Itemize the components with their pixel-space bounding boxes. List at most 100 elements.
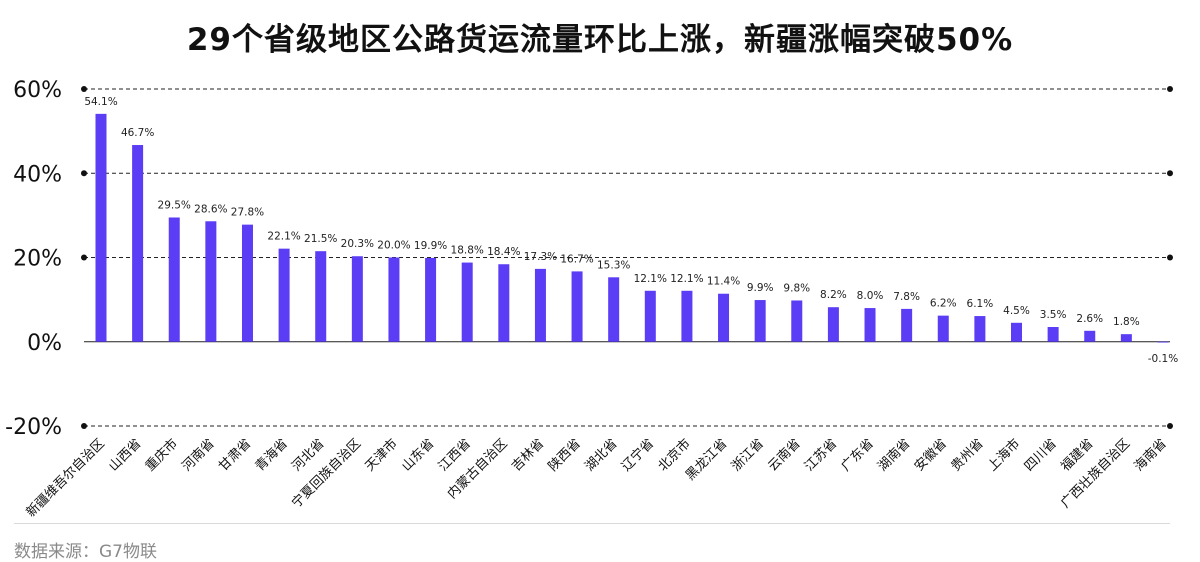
bar: [937, 315, 949, 342]
data-label: 9.9%: [747, 282, 774, 294]
bar: [461, 262, 473, 342]
data-label: 19.9%: [414, 240, 447, 252]
x-tick-label: 上海市: [984, 436, 1023, 475]
x-tick-label: 云南省: [765, 436, 804, 475]
x-tick-label: 江苏省: [801, 436, 840, 475]
chart-title: 29个省级地区公路货运流量环比上涨，新疆涨幅突破50%: [186, 22, 1014, 58]
data-label: 6.1%: [967, 298, 994, 310]
bar: [425, 257, 437, 342]
gridline-end-dot: [1167, 86, 1173, 92]
bar: [974, 316, 986, 342]
x-tick-label: 山西省: [106, 436, 144, 474]
data-label: 12.1%: [634, 273, 667, 285]
data-labels: 54.1% 46.7% 29.5% 28.6% 27.8%22.1% 21.5% 20.3%…: [84, 96, 1178, 365]
x-tick-label: 青海省: [253, 436, 291, 474]
y-tick-label: 0%: [27, 331, 62, 356]
data-label: 27.8%: [231, 207, 264, 219]
bar: [864, 308, 876, 342]
x-tick-label: 天津市: [362, 436, 401, 475]
data-label: 20.0%: [377, 240, 410, 252]
x-tick-label: 辽宁省: [618, 436, 657, 475]
bar: [132, 145, 144, 342]
data-label: 1.8%: [1113, 316, 1140, 328]
data-label: 20.3%: [341, 238, 374, 250]
data-label: 18.4%: [487, 246, 520, 258]
data-label: 28.6%: [194, 203, 227, 215]
gridline-end-dot: [1167, 423, 1173, 429]
data-label: 7.8%: [893, 291, 920, 303]
bar: [681, 290, 693, 342]
x-tick-label: 海南省: [1131, 436, 1170, 475]
bar: [1011, 322, 1022, 342]
bar: [278, 248, 290, 342]
bar: [95, 113, 107, 342]
bar: [754, 300, 766, 342]
bar: [168, 217, 180, 342]
y-tick-label: 40%: [13, 162, 62, 187]
y-tick-label: -20%: [5, 415, 62, 440]
y-axis-tick-labels: 60% 40% 20% 0% -20%: [5, 78, 62, 440]
bar: [498, 264, 510, 342]
x-tick-label: 吉林省: [509, 436, 547, 474]
x-tick-label: 湖北省: [582, 436, 620, 474]
x-tick-label: 湖南省: [875, 436, 914, 475]
data-label: 4.5%: [1003, 305, 1030, 317]
bar: [1157, 341, 1169, 343]
bar: [241, 224, 253, 342]
x-tick-label: 贵州省: [949, 436, 987, 474]
y-tick-label: 60%: [13, 78, 62, 103]
data-label: 29.5%: [158, 199, 191, 211]
x-tick-label: 新疆维吾尔自治区: [23, 436, 108, 521]
data-label: 8.0%: [857, 290, 884, 302]
x-tick-label: 河南省: [179, 436, 218, 475]
data-label: 16.7%: [560, 253, 593, 265]
gridlines: [81, 86, 1173, 429]
bar: [608, 277, 620, 342]
gridline-end-dot: [1167, 254, 1173, 261]
bar: [388, 257, 400, 342]
footer-divider: [14, 523, 1170, 524]
x-tick-label: 安徽省: [912, 436, 950, 474]
x-tick-label: 浙江省: [729, 436, 767, 474]
bar: [1120, 334, 1132, 342]
bar: [827, 307, 839, 342]
bar: [718, 293, 730, 342]
y-tick-label: 20%: [13, 247, 62, 272]
bar: [1084, 330, 1096, 342]
data-label: 18.8%: [451, 245, 484, 257]
bar: [644, 290, 656, 342]
bar: [534, 268, 546, 342]
data-label: 46.7%: [121, 127, 154, 139]
gridline-end-dot: [81, 170, 87, 177]
bar: [571, 271, 583, 342]
gridline-end-dot: [81, 86, 87, 92]
data-label: 17.3%: [524, 251, 557, 263]
gridline-end-dot: [81, 254, 87, 261]
data-label: 54.1%: [84, 96, 117, 108]
data-source: 数据来源：G7物联: [14, 542, 157, 562]
data-label: 8.2%: [820, 289, 847, 301]
bar: [1047, 327, 1059, 342]
x-tick-label: 重庆市: [142, 436, 181, 475]
bar: [901, 308, 913, 342]
data-label: 9.8%: [783, 282, 810, 294]
x-tick-label: 甘肃省: [216, 436, 254, 474]
data-label: 21.5%: [304, 233, 337, 245]
bar: [351, 256, 363, 342]
data-label: 6.2%: [930, 298, 957, 310]
bar: [205, 221, 217, 342]
data-label: 11.4%: [707, 276, 740, 288]
data-label: 22.1%: [267, 231, 300, 243]
x-tick-label: 四川省: [1022, 436, 1060, 474]
data-label: -0.1%: [1148, 353, 1178, 365]
bar: [315, 251, 327, 342]
bar: [791, 300, 803, 342]
x-tick-label: 广东省: [839, 436, 877, 474]
data-label: 2.6%: [1076, 313, 1103, 325]
data-label: 3.5%: [1040, 309, 1067, 321]
bars: [95, 113, 1169, 343]
data-label: 12.1%: [670, 273, 703, 285]
x-tick-label: 山东省: [399, 436, 437, 474]
x-axis-tick-labels: 新疆维吾尔自治区山西省重庆市河南省甘肃省青海省河北省宁夏回族自治区天津市山东省江…: [23, 436, 1170, 521]
